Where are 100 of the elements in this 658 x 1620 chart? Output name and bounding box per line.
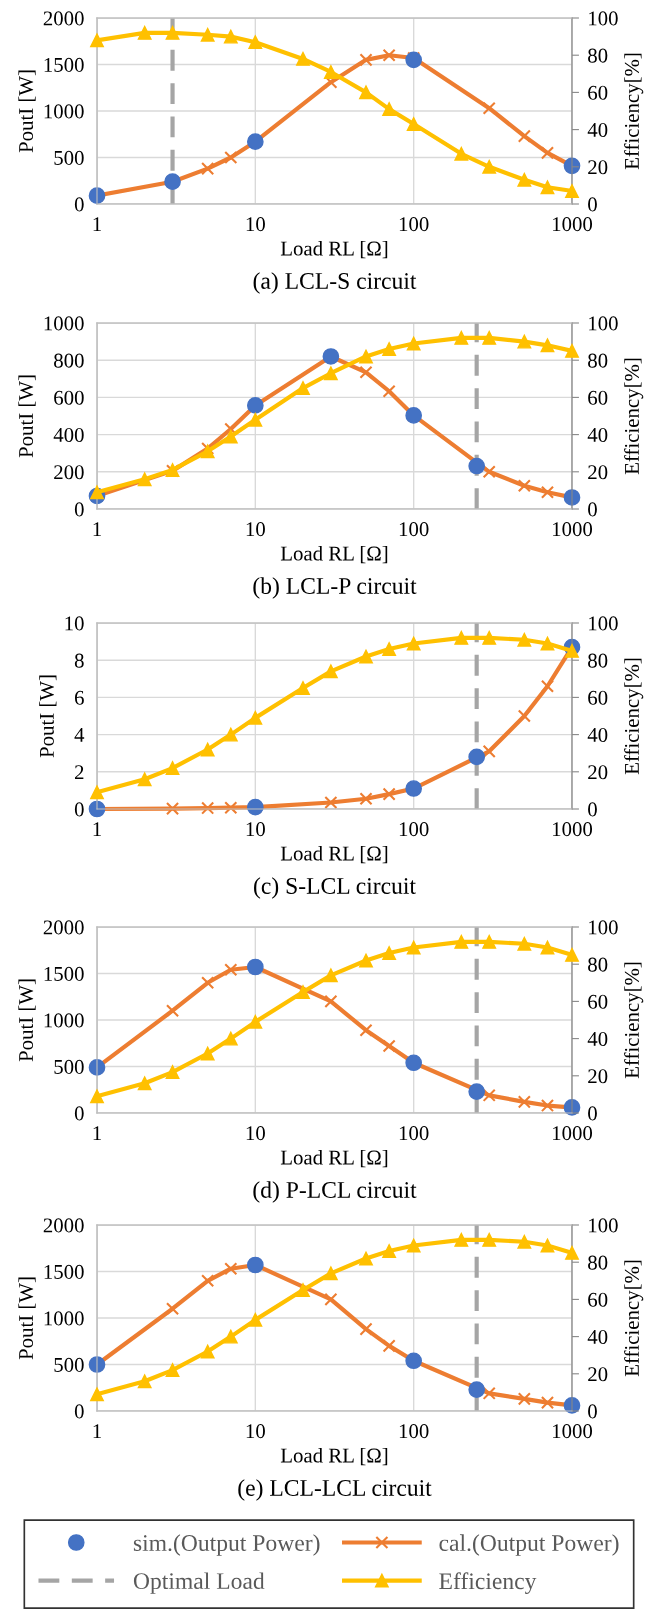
legend-label: Efficiency bbox=[439, 1572, 537, 1595]
y-tick-label: 0 bbox=[74, 197, 84, 212]
y-axis-title: PoutI [W] bbox=[18, 375, 36, 458]
x-axis-title: Load RL [Ω] bbox=[280, 240, 388, 259]
text: (e) LCL-LCL circuit bbox=[238, 1479, 432, 1501]
y-axis-title: PoutI [W] bbox=[18, 979, 36, 1062]
y2-tick-label: 0 bbox=[588, 1404, 597, 1419]
y2-tick-label: 40 bbox=[587, 122, 608, 138]
x-tick-label: 1000 bbox=[553, 217, 593, 232]
y2-tick-label: 0 bbox=[588, 802, 597, 817]
y2-tick-label: 80 bbox=[588, 653, 608, 668]
x-tick-label: 1 bbox=[93, 1424, 101, 1438]
y2-axis-title: Efficiency[%] bbox=[624, 962, 644, 1079]
y-tick-label: 400 bbox=[53, 427, 84, 443]
y-tick-label: 2 bbox=[75, 765, 84, 780]
y2-tick-label: 100 bbox=[589, 1218, 618, 1233]
x-tick-label: 1000 bbox=[553, 822, 593, 837]
y-tick-label: 0 bbox=[74, 502, 84, 517]
x-tick-label: 10 bbox=[246, 522, 265, 537]
y2-axis-title: Efficiency[%] bbox=[624, 1260, 644, 1377]
y2-tick-label: 60 bbox=[588, 690, 608, 705]
y-tick-label: 1000 bbox=[44, 1013, 84, 1028]
y-tick-label: 2000 bbox=[43, 11, 84, 26]
x-tick-label: 1 bbox=[93, 217, 101, 231]
x-tick-label: 1000 bbox=[553, 522, 593, 537]
y2-tick-label: 60 bbox=[588, 1292, 608, 1307]
y-tick-label: 1000 bbox=[44, 1311, 84, 1326]
y2-tick-label: 60 bbox=[588, 85, 608, 100]
x-tick-label: 1 bbox=[93, 1126, 101, 1140]
text: (a) LCL-S circuit bbox=[253, 272, 417, 294]
y2-tick-label: 20 bbox=[588, 765, 608, 780]
x-tick-label: 1000 bbox=[553, 1424, 593, 1439]
y-tick-label: 10 bbox=[65, 616, 84, 631]
y2-tick-label: 80 bbox=[588, 353, 608, 368]
x-axis-title: Load RL [Ω] bbox=[280, 845, 388, 864]
y2-tick-label: 0 bbox=[588, 197, 597, 212]
y-tick-label: 200 bbox=[54, 465, 84, 480]
y2-tick-label: 80 bbox=[588, 48, 608, 63]
y2-tick-label: 20 bbox=[588, 1069, 608, 1084]
y2-tick-label: 40 bbox=[587, 1031, 608, 1047]
y-tick-label: 800 bbox=[54, 353, 84, 368]
y2-axis-title: Efficiency[%] bbox=[624, 53, 644, 170]
y2-tick-label: 40 bbox=[587, 727, 608, 743]
x-tick-label: 10 bbox=[246, 1126, 265, 1141]
y-tick-label: 0 bbox=[74, 1106, 84, 1121]
y2-tick-label: 40 bbox=[587, 1329, 608, 1345]
y-axis-title: PoutI [W] bbox=[18, 70, 36, 153]
x-tick-label: 10 bbox=[246, 1424, 265, 1439]
y-axis-title: PoutI [W] bbox=[39, 675, 57, 758]
legend-label: Optimal Load bbox=[133, 1572, 265, 1594]
legend-label: cal.(Output Power) bbox=[439, 1534, 619, 1556]
y2-tick-label: 20 bbox=[588, 160, 608, 175]
x-tick-label: 100 bbox=[399, 1126, 429, 1141]
x-axis-title: Load RL [Ω] bbox=[280, 1149, 388, 1168]
y-tick-label: 1500 bbox=[44, 1264, 84, 1279]
x-tick-label: 100 bbox=[399, 522, 429, 537]
y-tick-label: 1000 bbox=[44, 316, 84, 331]
y2-tick-label: 80 bbox=[588, 1255, 608, 1270]
y-axis-title: PoutI [W] bbox=[18, 1277, 36, 1360]
y-tick-label: 500 bbox=[54, 150, 84, 165]
y-tick-label: 2000 bbox=[43, 1218, 84, 1233]
x-tick-label: 100 bbox=[399, 1424, 429, 1439]
y-tick-label: 6 bbox=[74, 690, 84, 705]
x-tick-label: 10 bbox=[246, 217, 265, 232]
x-axis-title: Load RL [Ω] bbox=[280, 1447, 388, 1466]
y-tick-label: 0 bbox=[74, 1404, 84, 1419]
y2-tick-label: 60 bbox=[588, 390, 608, 405]
x-tick-label: 10 bbox=[246, 822, 265, 837]
legend-label: sim.(Output Power) bbox=[133, 1534, 320, 1556]
text: (c) S-LCL circuit bbox=[254, 877, 416, 899]
y-tick-label: 2000 bbox=[43, 920, 84, 935]
y2-tick-label: 20 bbox=[588, 1367, 608, 1382]
x-tick-label: 1000 bbox=[553, 1126, 593, 1141]
y2-axis-title: Efficiency[%] bbox=[624, 658, 644, 775]
y-tick-label: 0 bbox=[74, 802, 84, 817]
x-tick-label: 1 bbox=[93, 522, 101, 536]
y2-tick-label: 20 bbox=[588, 465, 608, 480]
x-tick-label: 100 bbox=[399, 217, 429, 232]
y-tick-label: 1000 bbox=[44, 104, 84, 119]
y2-tick-label: 100 bbox=[589, 11, 618, 26]
y-tick-label: 500 bbox=[54, 1059, 84, 1074]
x-tick-label: 1 bbox=[93, 822, 101, 836]
y-tick-label: 500 bbox=[54, 1357, 84, 1372]
y2-tick-label: 100 bbox=[589, 920, 618, 935]
y2-tick-label: 0 bbox=[588, 1106, 597, 1121]
text: (b) LCL-P circuit bbox=[253, 577, 417, 599]
y-tick-label: 1500 bbox=[44, 966, 84, 981]
x-tick-label: 100 bbox=[399, 822, 429, 837]
text: (d) P-LCL circuit bbox=[253, 1181, 417, 1203]
y2-tick-label: 100 bbox=[589, 616, 618, 631]
y2-tick-label: 60 bbox=[588, 994, 608, 1009]
y-tick-label: 1500 bbox=[44, 57, 84, 72]
y-tick-label: 600 bbox=[54, 390, 84, 405]
y2-tick-label: 0 bbox=[588, 502, 597, 517]
y2-tick-label: 80 bbox=[588, 957, 608, 972]
y-tick-label: 8 bbox=[74, 653, 84, 668]
y-tick-label: 4 bbox=[74, 728, 85, 742]
y2-axis-title: Efficiency[%] bbox=[624, 358, 644, 475]
x-axis-title: Load RL [Ω] bbox=[280, 545, 388, 564]
y2-tick-label: 40 bbox=[587, 427, 608, 443]
